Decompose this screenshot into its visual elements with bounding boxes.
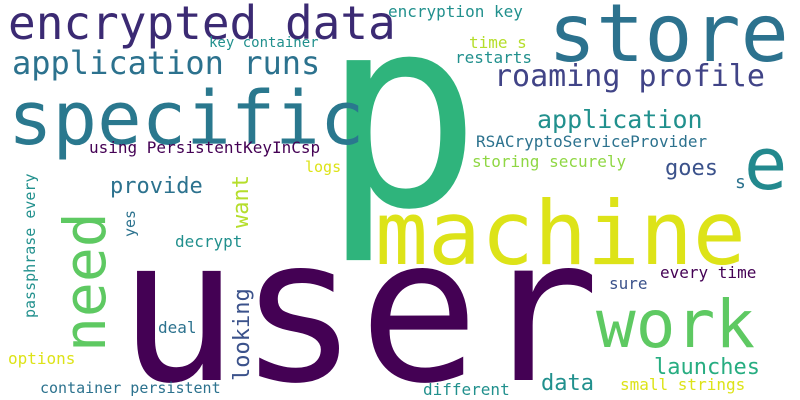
word-s: s <box>735 172 746 193</box>
word-application: application <box>537 105 703 134</box>
word-specific: specific <box>8 76 365 162</box>
word-using-persistentkeyincsp: using PersistentKeyInCsp <box>89 138 321 157</box>
word-encryption-key: encryption key <box>388 2 523 21</box>
word-decrypt: decrypt <box>175 232 243 251</box>
word-encrypted-data: encrypted data <box>8 0 396 50</box>
word-sure: sure <box>609 274 648 293</box>
word-storing-securely: storing securely <box>472 152 627 171</box>
word-work: work <box>596 286 755 363</box>
word-data: data <box>541 371 594 396</box>
word-different: different <box>423 380 510 399</box>
word-p: p <box>322 0 482 268</box>
word-every-time: every time <box>660 263 757 282</box>
word-logs: logs <box>305 158 342 176</box>
word-rsacsp: RSACryptoServiceProvider <box>476 132 708 151</box>
word-container-persistent: container persistent <box>40 379 221 397</box>
word-e: e <box>744 122 788 206</box>
word-need: need <box>51 212 119 352</box>
word-want: want <box>229 175 254 228</box>
word-launches: launches <box>654 355 760 380</box>
word-passphrase-every: passphrase every <box>21 173 39 319</box>
word-deal: deal <box>158 318 197 337</box>
word-time-s: time s <box>469 33 527 52</box>
word-goes: goes <box>665 156 718 181</box>
word-store: store <box>548 0 789 80</box>
word-key-container: key container <box>209 35 319 51</box>
word-small-strings: small strings <box>620 375 746 394</box>
word-application-runs: application runs <box>12 44 321 82</box>
word-looking: looking <box>230 288 255 381</box>
word-yes: yes <box>121 209 139 237</box>
word-machine: machine <box>375 182 746 285</box>
word-roaming-profile: roaming profile <box>494 59 765 94</box>
word-user: user <box>118 195 600 400</box>
word-provide: provide <box>110 174 203 199</box>
word-options: options <box>8 349 76 368</box>
word-restarts: restarts <box>455 48 533 67</box>
